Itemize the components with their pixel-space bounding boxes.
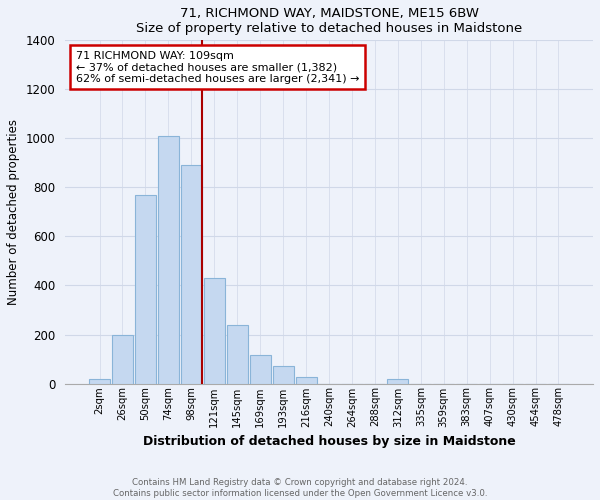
Bar (296, 378, 317, 384)
Bar (181, 166, 202, 384)
Bar (272, 366, 293, 384)
Bar (112, 334, 133, 384)
Bar (89, 378, 110, 384)
Y-axis label: Number of detached properties: Number of detached properties (7, 119, 20, 305)
Bar (135, 195, 156, 384)
Bar (204, 278, 225, 384)
Title: 71, RICHMOND WAY, MAIDSTONE, ME15 6BW
Size of property relative to detached hous: 71, RICHMOND WAY, MAIDSTONE, ME15 6BW Si… (136, 7, 522, 35)
Bar (227, 324, 248, 384)
Bar (250, 356, 271, 384)
X-axis label: Distribution of detached houses by size in Maidstone: Distribution of detached houses by size … (143, 435, 515, 448)
Bar (388, 378, 409, 384)
Bar (158, 136, 179, 384)
Text: Contains HM Land Registry data © Crown copyright and database right 2024.
Contai: Contains HM Land Registry data © Crown c… (113, 478, 487, 498)
Text: 71 RICHMOND WAY: 109sqm
← 37% of detached houses are smaller (1,382)
62% of semi: 71 RICHMOND WAY: 109sqm ← 37% of detache… (76, 50, 359, 84)
